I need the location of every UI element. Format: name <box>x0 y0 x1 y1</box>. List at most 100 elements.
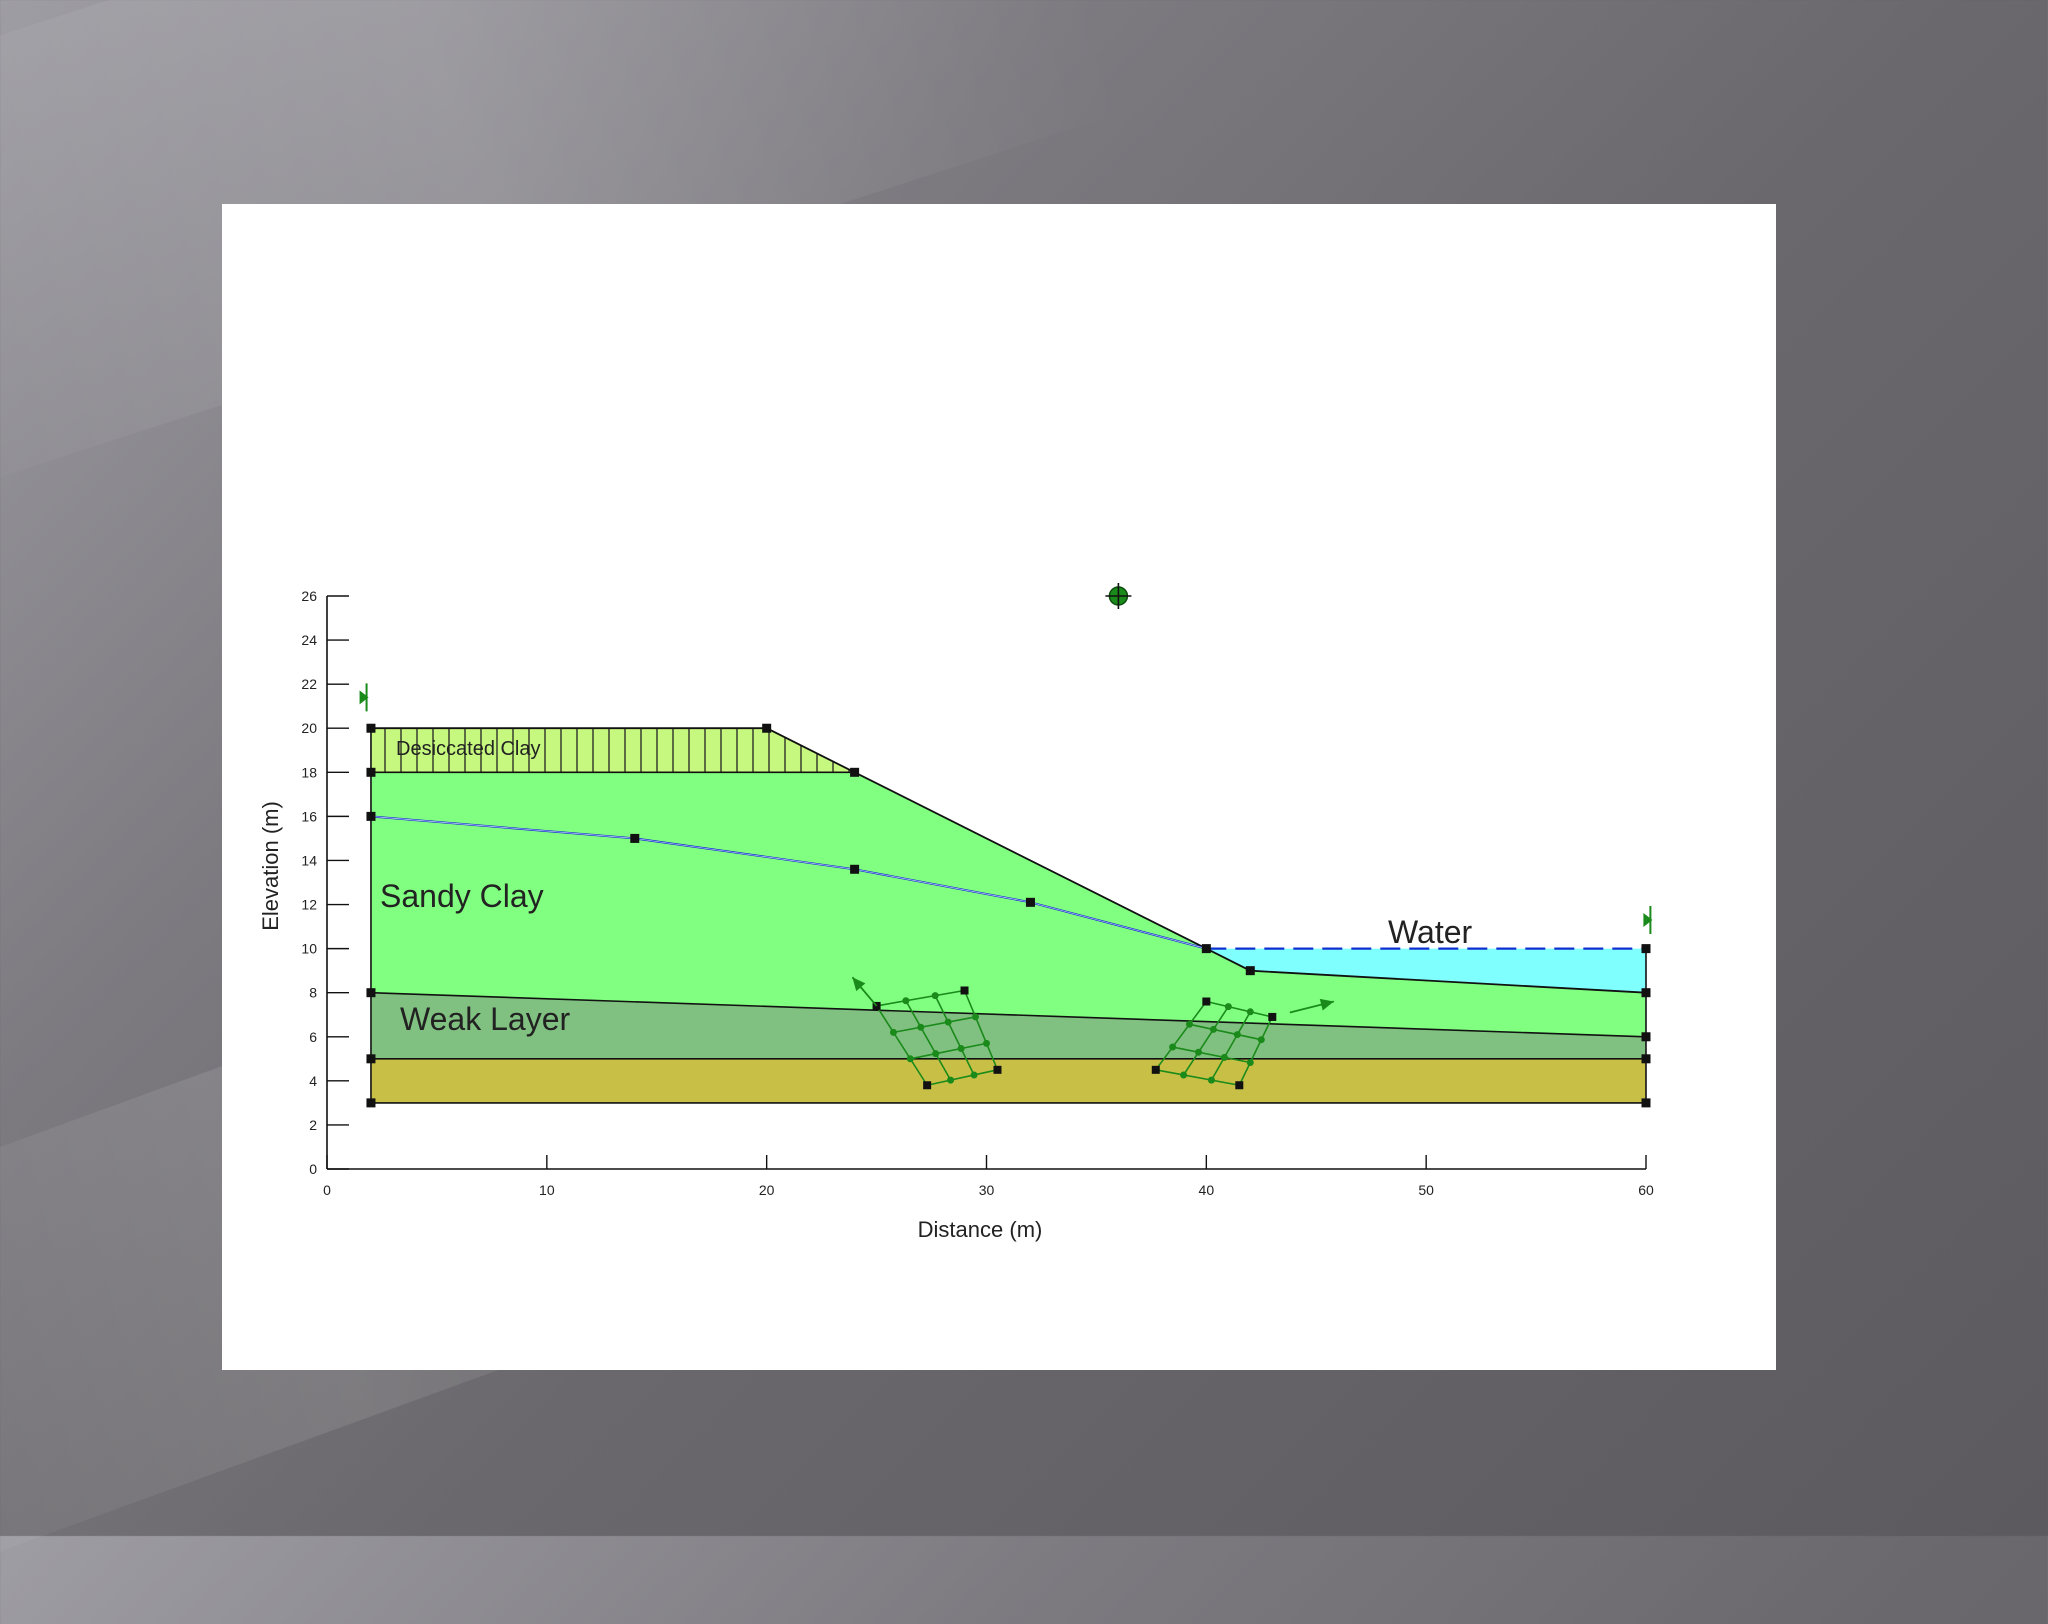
ground-surface-line <box>371 727 1647 994</box>
search-grid-line <box>1172 1046 1251 1064</box>
weak-layer-region <box>371 992 1646 1059</box>
search-grid-line <box>910 1042 987 1060</box>
search-grid-line <box>934 995 975 1076</box>
search-grid-node <box>957 1045 965 1053</box>
desiccated-clay-label: Desiccated Clay <box>396 738 541 760</box>
geometry-point <box>366 1098 376 1108</box>
search-grid-node <box>1209 1025 1217 1033</box>
search-grid-node <box>972 1013 980 1021</box>
search-grid-corner <box>1268 1012 1277 1021</box>
search-grid-corner <box>960 986 969 995</box>
geometry-point <box>1641 988 1651 998</box>
y-tick-label: 12 <box>301 897 317 913</box>
x-tick-label: 50 <box>1418 1182 1434 1198</box>
x-tick-label: 30 <box>979 1182 995 1198</box>
weak-layer-label: Weak Layer <box>400 1001 571 1037</box>
search-grid-line <box>1155 1001 1207 1071</box>
geometry-point <box>366 723 376 733</box>
search-grid-line <box>876 989 965 1007</box>
search-grid-corner <box>1202 997 1211 1006</box>
search-grid-corner <box>1235 1081 1244 1090</box>
y-tick-label: 0 <box>309 1161 317 1177</box>
sandy-clay-region <box>371 772 1646 1037</box>
search-grid-node <box>1185 1020 1193 1028</box>
search-grid-node <box>1233 1031 1241 1039</box>
search-grid-corner <box>923 1081 932 1090</box>
search-grid-corner <box>1151 1065 1160 1074</box>
y-tick-label: 14 <box>301 852 317 868</box>
search-grid-node <box>1246 1008 1254 1016</box>
search-grid-line <box>1238 1016 1274 1086</box>
boundary-marker-flag <box>359 690 369 705</box>
y-tick-label: 16 <box>301 808 317 824</box>
search-grid-node <box>944 1018 952 1026</box>
geometry-point <box>366 988 376 998</box>
geometry-point <box>850 767 860 777</box>
geometry-point <box>1245 966 1255 976</box>
x-axis-title: Distance (m) <box>918 1217 1043 1242</box>
search-grid-node <box>1257 1036 1265 1044</box>
geometry-point <box>630 833 640 843</box>
search-grid-node <box>931 992 939 1000</box>
search-grid-node <box>1180 1071 1188 1079</box>
y-tick-label: 6 <box>309 1029 317 1045</box>
x-tick-label: 10 <box>539 1182 555 1198</box>
search-grid-node <box>902 997 910 1005</box>
y-tick-label: 18 <box>301 764 317 780</box>
geometry-point <box>366 1054 376 1064</box>
y-tick-label: 2 <box>309 1117 317 1133</box>
search-grid-node <box>1169 1043 1177 1051</box>
y-tick-label: 4 <box>309 1073 317 1089</box>
x-tick-label: 0 <box>323 1182 331 1198</box>
layer-boundary-line <box>370 991 1647 1038</box>
search-grid-node <box>906 1055 914 1063</box>
search-grid-corner <box>993 1065 1002 1074</box>
search-grid-arrow-head <box>852 977 866 992</box>
water-label: Water <box>1388 914 1473 950</box>
search-grid-line <box>1155 1069 1240 1087</box>
search-grid-node <box>1207 1076 1215 1084</box>
y-tick-label: 10 <box>301 941 317 957</box>
search-grid-node <box>1246 1058 1254 1066</box>
water-region <box>1206 948 1646 993</box>
search-grid-line <box>1182 1006 1229 1076</box>
search-grid-line <box>1206 1000 1273 1018</box>
search-grid-node <box>983 1039 990 1047</box>
geometry-point <box>850 864 860 874</box>
y-tick-label: 20 <box>301 720 317 736</box>
search-grid-node <box>917 1023 925 1031</box>
search-grid-line <box>875 1005 928 1086</box>
geometry-point <box>366 767 376 777</box>
geometry-point <box>1025 897 1035 907</box>
y-tick-label: 24 <box>301 632 317 648</box>
x-tick-label: 20 <box>759 1182 775 1198</box>
search-grid-node <box>970 1071 978 1079</box>
geometry-point <box>366 811 376 821</box>
search-grid-node <box>932 1050 940 1058</box>
search-grid-line <box>1189 1023 1262 1041</box>
search-grid-node <box>1224 1003 1232 1011</box>
geometry-point <box>1641 1054 1651 1064</box>
y-tick-label: 26 <box>301 588 317 604</box>
search-grid-node <box>947 1076 955 1084</box>
sandy-clay-label: Sandy Clay <box>380 878 544 914</box>
search-grid-line <box>1210 1011 1251 1081</box>
y-tick-label: 22 <box>301 676 317 692</box>
search-grid-arrow-head <box>1319 998 1334 1011</box>
search-grid-node <box>889 1028 897 1036</box>
geometry-point <box>1641 1098 1651 1108</box>
geometry-point <box>1201 944 1211 954</box>
search-grid-node <box>1220 1053 1228 1061</box>
search-grid-line <box>905 1000 952 1081</box>
y-axis-title: Elevation (m) <box>258 801 283 931</box>
x-tick-label: 40 <box>1199 1182 1215 1198</box>
bedrock-region <box>371 1058 1646 1103</box>
search-grid-line <box>893 1016 976 1034</box>
y-tick-label: 8 <box>309 985 317 1001</box>
desiccated-clay-hatch <box>371 728 855 773</box>
x-tick-label: 60 <box>1638 1182 1654 1198</box>
geometry-point <box>762 723 772 733</box>
geometry-point <box>1641 944 1651 954</box>
search-grid-line <box>963 990 999 1071</box>
